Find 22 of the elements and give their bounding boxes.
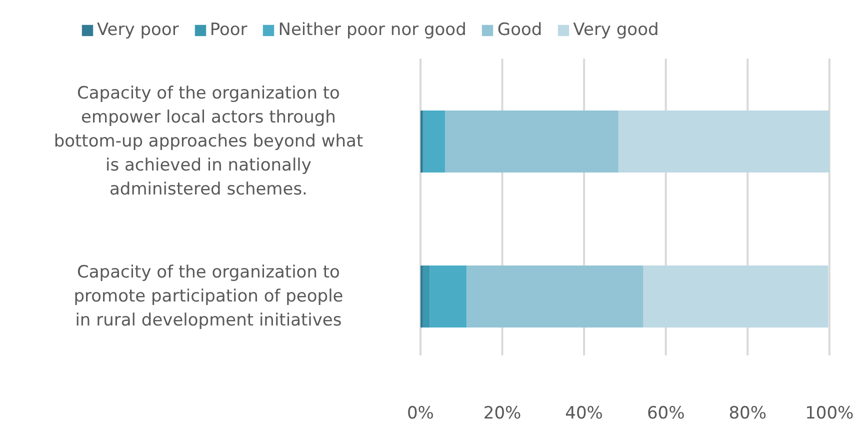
legend-label: Good — [497, 20, 542, 40]
bar — [422, 110, 446, 173]
x-tick-label: 60% — [646, 404, 685, 424]
legend-label: Neither poor nor good — [278, 20, 466, 40]
legend-label: Poor — [210, 20, 248, 40]
y-tick-label: Capacity of the organization to empower local actors through bottom-up approaches beyond what is achieved in nationally administered schemes. — [54, 84, 364, 200]
y-tick-label: Capacity of the organization to promote participation of people in rural development initiatives — [74, 262, 344, 331]
bar — [466, 266, 644, 328]
legend-label: Very good — [573, 20, 659, 40]
x-tick-label: 20% — [483, 404, 522, 424]
x-tick-label: 40% — [565, 404, 603, 424]
bar — [422, 266, 430, 328]
bar — [430, 266, 467, 328]
legend-label: Very poor — [97, 20, 179, 40]
bar — [643, 266, 828, 328]
x-tick-label: 0% — [406, 404, 434, 424]
bar — [445, 110, 618, 173]
x-tick-label: 100% — [805, 404, 854, 424]
x-tick-label: 80% — [728, 404, 767, 424]
bar — [420, 110, 423, 173]
bar — [420, 266, 423, 328]
bar — [618, 110, 830, 173]
